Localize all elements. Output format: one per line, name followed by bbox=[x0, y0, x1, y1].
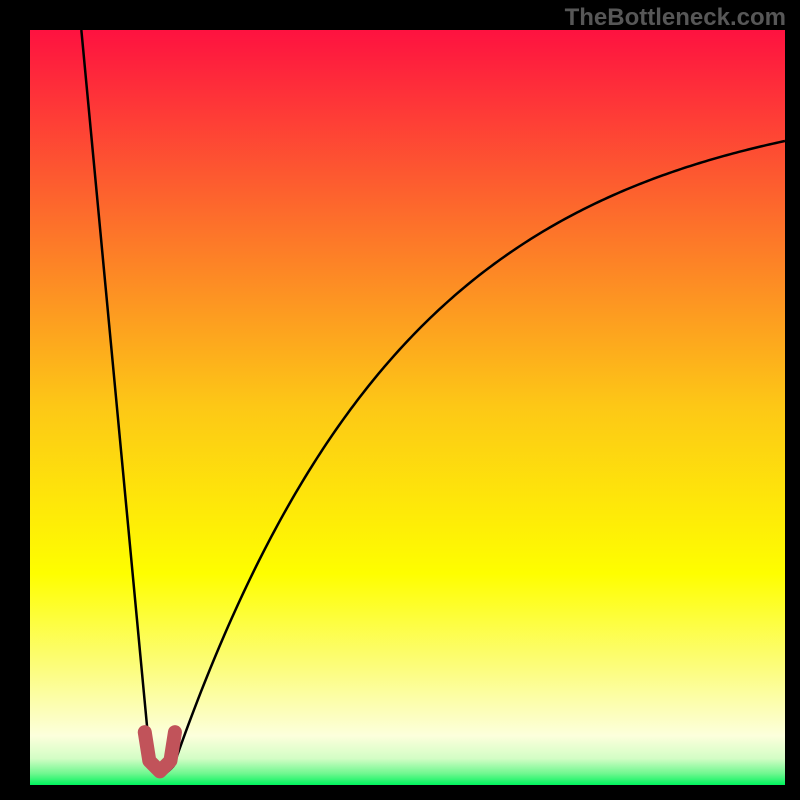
gradient-background bbox=[30, 30, 785, 785]
plot-svg bbox=[30, 30, 785, 785]
chart-container: TheBottleneck.com bbox=[0, 0, 800, 800]
plot-area bbox=[30, 30, 785, 785]
watermark-text: TheBottleneck.com bbox=[565, 4, 786, 32]
